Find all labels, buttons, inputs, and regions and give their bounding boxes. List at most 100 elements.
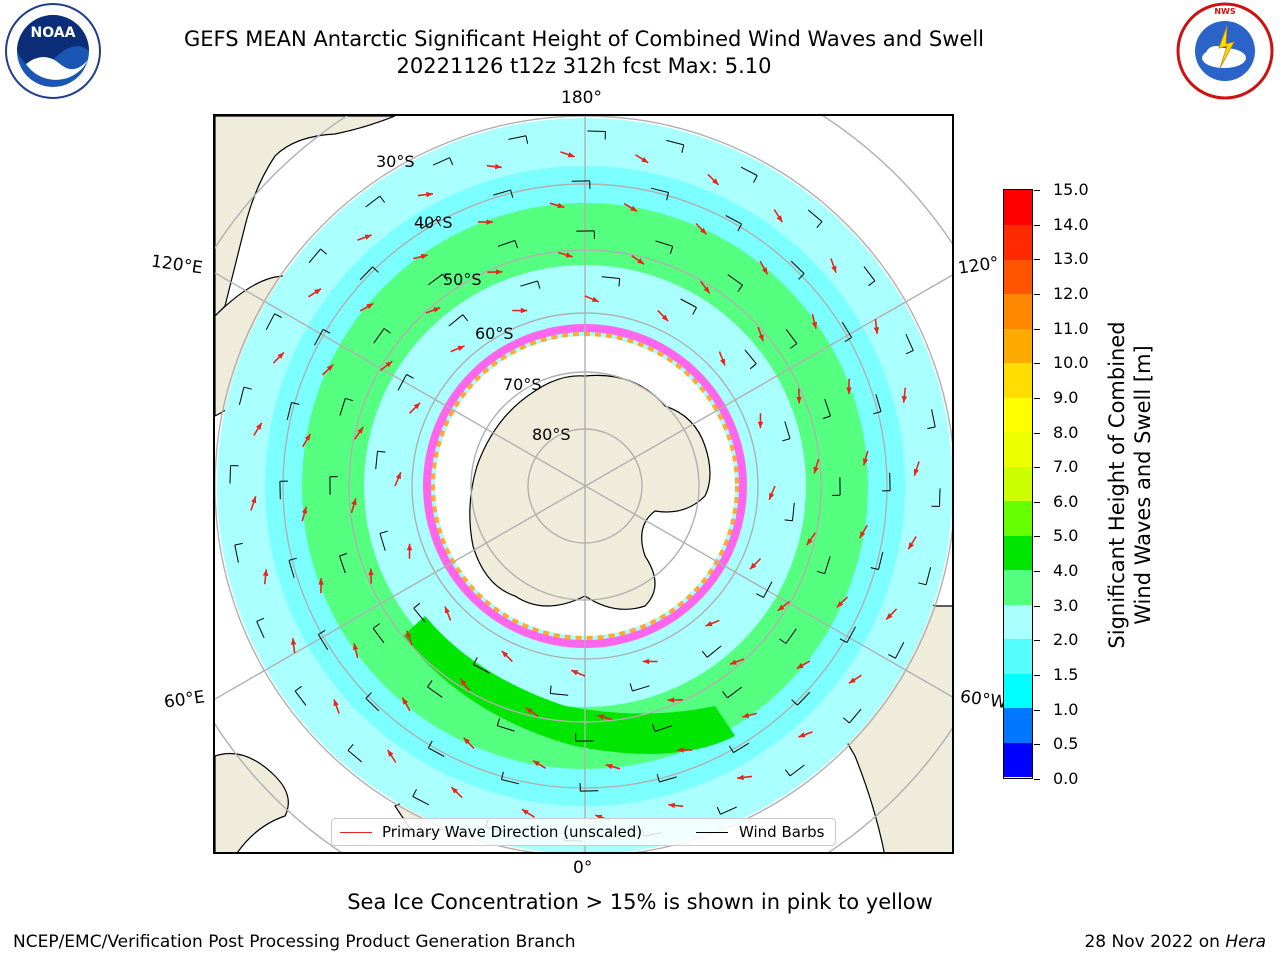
wave-direction-legend-label: Primary Wave Direction (unscaled): [382, 823, 643, 841]
wind-barb-shaft: [288, 560, 295, 578]
lat-label-40s: 40°S: [414, 213, 453, 232]
wind-barb-shaft: [473, 664, 490, 674]
colorbar-tick-mark: [1034, 501, 1040, 503]
wind-barb-feather: [372, 623, 380, 629]
colorbar-segment: [1004, 466, 1032, 502]
wind-barb-shaft: [501, 779, 520, 785]
wind-barb-feather: [927, 426, 936, 430]
colorbar-tick-label: 0.0: [1053, 769, 1079, 788]
wave-arrow-head: [333, 699, 339, 707]
wind-barb-shaft: [286, 402, 292, 421]
australia-land: [215, 116, 396, 317]
wave-arrow-head: [565, 252, 573, 258]
colorbar-segment: [1004, 328, 1032, 364]
wave-arrow-head: [848, 677, 856, 684]
wave-arrow-head: [420, 253, 428, 260]
wind-barb-legend-label: Wind Barbs: [739, 823, 825, 841]
wind-barb-feather: [753, 175, 758, 183]
wind-barb-feather: [816, 221, 823, 229]
wave-arrow-head: [357, 426, 364, 434]
wind-barb-shaft: [939, 488, 941, 507]
wave-arrow-head: [705, 621, 713, 627]
wave-arrow-head: [637, 258, 645, 265]
colorbar-tick-label: 10.0: [1053, 353, 1089, 373]
wind-barb-shaft: [785, 328, 798, 344]
wind-barb-shaft: [733, 742, 750, 754]
wind-barb-feather: [839, 638, 848, 644]
wind-barb-feather: [822, 415, 831, 420]
wind-barb-feather: [318, 629, 326, 635]
colorbar-segment: [1004, 362, 1032, 398]
svg-text:NWS: NWS: [1214, 7, 1236, 16]
wave-arrow-head: [677, 747, 684, 753]
wave-arrow-head: [776, 215, 783, 223]
wind-barb-feather: [918, 582, 927, 586]
wind-barb-shaft: [650, 187, 669, 193]
wind-barb-shaft: [373, 328, 385, 344]
wave-arrow-head: [913, 468, 919, 476]
wind-barb-shaft: [229, 465, 231, 484]
wave-arrow-head: [700, 227, 707, 235]
footer-date: 28 Nov 2022 on Hera: [1084, 932, 1266, 952]
colorbar-tick-label: 12.0: [1053, 283, 1089, 303]
wave-arrow-head: [798, 732, 806, 738]
wind-barb-feather: [701, 650, 708, 658]
wind-barb-shaft: [789, 764, 805, 777]
wind-barb-shaft: [931, 409, 936, 428]
wind-barb-feather: [870, 567, 879, 570]
wind-barb-feather: [413, 602, 421, 609]
wind-barb-shaft: [427, 273, 443, 286]
wind-barb-feather: [651, 723, 656, 732]
wave-arrow-head: [387, 749, 394, 757]
wind-barb-feather: [537, 280, 541, 289]
wind-barb-feather: [844, 337, 852, 343]
wave-arrow-head: [605, 763, 613, 770]
wave-arrow-head: [433, 307, 441, 313]
wave-arrow-head: [304, 433, 311, 441]
wave-arrow-head: [836, 601, 844, 608]
colorbar-segment: [1004, 397, 1032, 433]
wind-barb-feather: [618, 278, 621, 287]
wind-barb-feather: [905, 350, 914, 355]
wind-barb-feather: [842, 717, 850, 724]
wave-arrow-head: [451, 787, 458, 794]
wind-barb-feather: [442, 273, 448, 281]
colorbar-tick-label: 14.0: [1053, 214, 1089, 234]
footer-date-text: 28 Nov 2022 on: [1084, 932, 1226, 952]
noaa-logo: NOAA: [4, 2, 102, 104]
wave-arrow-head: [557, 202, 565, 209]
colorbar-segment: [1004, 190, 1032, 226]
wind-barb-feather: [234, 542, 243, 546]
wind-barb-feather: [629, 683, 633, 692]
wave-arrow-head: [630, 205, 638, 212]
wave-arrow-head: [368, 568, 374, 576]
wind-barb-feather: [722, 691, 728, 699]
colorbar-tick-mark: [1034, 605, 1040, 607]
wind-barb-shaft: [238, 387, 245, 405]
wind-barb-shaft: [314, 329, 324, 346]
wind-barb-shaft: [587, 130, 606, 132]
wind-barb-shaft: [365, 195, 381, 208]
colorbar-tick-label: 15.0: [1053, 180, 1089, 199]
wave-arrow-head: [460, 678, 467, 686]
wind-barb-shaft: [256, 621, 265, 639]
lon-label-60e: 60°E: [162, 687, 207, 713]
wave-arrow-head: [749, 562, 757, 570]
wind-barb-shaft: [234, 544, 239, 563]
colorbar-segment: [1004, 604, 1032, 640]
wind-barb-shaft: [508, 135, 527, 140]
wind-barb-feather: [406, 374, 414, 379]
wind-barb-feather: [320, 248, 328, 255]
wind-barb-legend-swatch: [696, 832, 728, 833]
colorbar-tick-label: 5.0: [1053, 526, 1079, 546]
wind-barb-shaft: [895, 641, 905, 659]
wind-barb-feather: [749, 363, 757, 370]
wind-barb-shaft: [397, 374, 407, 391]
wave-arrow-head: [831, 265, 837, 273]
wind-barb-feather: [294, 685, 302, 692]
wave-arrow-head: [846, 387, 852, 394]
wave-arrow-head: [908, 542, 914, 550]
wind-barb-feather: [790, 343, 798, 349]
wave-arrow-head: [251, 496, 257, 504]
wind-barb-feather: [243, 386, 252, 390]
